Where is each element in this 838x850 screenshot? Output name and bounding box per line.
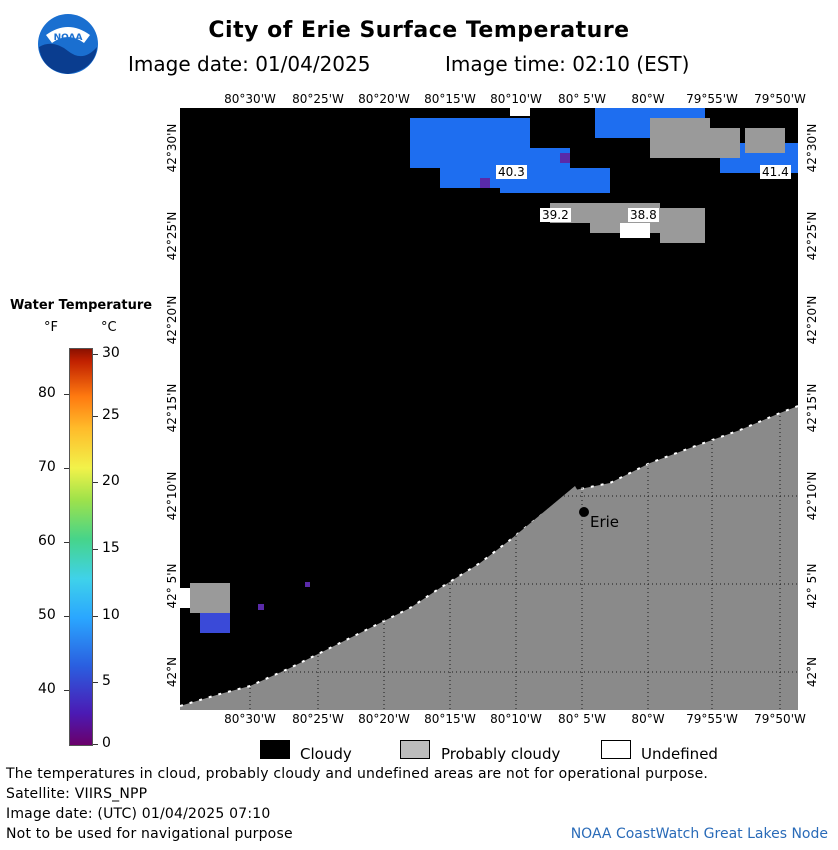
longitude-label: 80°15'W — [424, 92, 476, 106]
disclaimer-note: The temperatures in cloud, probably clou… — [6, 766, 709, 782]
latitude-label: 42°15'N — [805, 383, 819, 433]
celsius-tick-mark — [93, 416, 98, 417]
celsius-tick: 15 — [102, 540, 120, 556]
latitude-label: 42° 5'N — [805, 563, 819, 609]
longitude-label: 80°15'W — [424, 712, 476, 726]
longitude-label: 80°10'W — [490, 92, 542, 106]
longitude-label: 80°W — [631, 92, 665, 106]
fahrenheit-tick-mark — [64, 616, 69, 617]
credit-link[interactable]: NOAA CoastWatch Great Lakes Node — [570, 826, 828, 842]
erie-marker — [579, 507, 589, 517]
celsius-tick-mark — [93, 744, 98, 745]
latitude-label: 42°20'N — [165, 295, 179, 345]
longitude-label: 80°W — [631, 712, 665, 726]
celsius-tick-mark — [93, 482, 98, 483]
fahrenheit-tick-mark — [64, 690, 69, 691]
celsius-tick: 25 — [102, 407, 120, 423]
fahrenheit-tick: 60 — [38, 533, 56, 549]
longitude-label: 80°20'W — [358, 92, 410, 106]
celsius-tick: 20 — [102, 473, 120, 489]
latitude-label: 42°10'N — [165, 471, 179, 521]
image-date: Image date: 01/04/2025 — [128, 52, 371, 76]
celsius-tick: 30 — [102, 345, 120, 361]
fahrenheit-tick: 40 — [38, 681, 56, 697]
longitude-label: 80°30'W — [224, 92, 276, 106]
coastline — [179, 405, 799, 707]
latitude-label: 42° 5'N — [165, 563, 179, 609]
utc-date: Image date: (UTC) 01/04/2025 07:10 — [6, 806, 271, 822]
celsius-tick: 10 — [102, 607, 120, 623]
celsius-tick-mark — [93, 682, 98, 683]
land-area — [180, 406, 798, 710]
temp-label: 40.3 — [496, 165, 527, 179]
probably-cloudy-label: Probably cloudy — [441, 745, 561, 763]
noaa-logo: NOAA — [37, 13, 99, 75]
fahrenheit-tick-mark — [64, 542, 69, 543]
cloudy-swatch — [260, 740, 290, 759]
longitude-label: 80° 5'W — [558, 712, 606, 726]
celsius-tick: 5 — [102, 673, 111, 689]
longitude-label: 79°55'W — [686, 712, 738, 726]
navigation-warning: Not to be used for navigational purpose — [6, 826, 293, 842]
latitude-label: 42°N — [805, 656, 819, 688]
longitude-label: 79°55'W — [686, 92, 738, 106]
svg-text:NOAA: NOAA — [54, 33, 83, 43]
satellite-info: Satellite: VIIRS_NPP — [6, 786, 148, 802]
latitude-label: 42°30'N — [165, 123, 179, 173]
longitude-label: 80° 5'W — [558, 92, 606, 106]
fahrenheit-tick: 70 — [38, 459, 56, 475]
latitude-label: 42°30'N — [805, 123, 819, 173]
longitude-label: 80°10'W — [490, 712, 542, 726]
temp-label: 39.2 — [540, 208, 571, 222]
image-time: Image time: 02:10 (EST) — [445, 52, 690, 76]
presque-isle — [510, 486, 582, 540]
undefined-patches — [180, 108, 650, 608]
temp-label: 38.8 — [628, 208, 659, 222]
cloudy-label: Cloudy — [300, 745, 352, 763]
celsius-tick-mark — [93, 354, 98, 355]
map-title: City of Erie Surface Temperature — [208, 18, 630, 43]
celsius-tick: 0 — [102, 735, 111, 751]
legend-title: Water Temperature — [10, 298, 153, 313]
unit-fahrenheit: °F — [44, 320, 58, 335]
celsius-tick-mark — [93, 616, 98, 617]
longitude-label: 80°25'W — [292, 92, 344, 106]
undefined-label: Undefined — [641, 745, 718, 763]
latitude-label: 42°25'N — [165, 211, 179, 261]
probably-cloudy-swatch — [400, 740, 430, 759]
fahrenheit-tick-mark — [64, 468, 69, 469]
fahrenheit-tick-mark — [64, 394, 69, 395]
latitude-label: 42°20'N — [805, 295, 819, 345]
fahrenheit-tick: 80 — [38, 385, 56, 401]
latitude-label: 42°15'N — [165, 383, 179, 433]
latitude-label: 42°N — [165, 656, 179, 688]
longitude-label: 80°20'W — [358, 712, 410, 726]
unit-celsius: °C — [101, 320, 117, 335]
longitude-label: 80°30'W — [224, 712, 276, 726]
celsius-tick-mark — [93, 549, 98, 550]
longitude-label: 79°50'W — [754, 92, 806, 106]
longitude-label: 79°50'W — [754, 712, 806, 726]
fahrenheit-tick: 50 — [38, 607, 56, 623]
temperature-colorbar — [69, 348, 93, 746]
longitude-label: 80°25'W — [292, 712, 344, 726]
temperature-map: Erie 40.3 41.4 39.2 38.8 — [179, 108, 799, 710]
latitude-label: 42°25'N — [805, 211, 819, 261]
latitude-label: 42°10'N — [805, 471, 819, 521]
undefined-swatch — [601, 740, 631, 759]
temp-label: 41.4 — [760, 165, 791, 179]
erie-label: Erie — [590, 513, 619, 531]
